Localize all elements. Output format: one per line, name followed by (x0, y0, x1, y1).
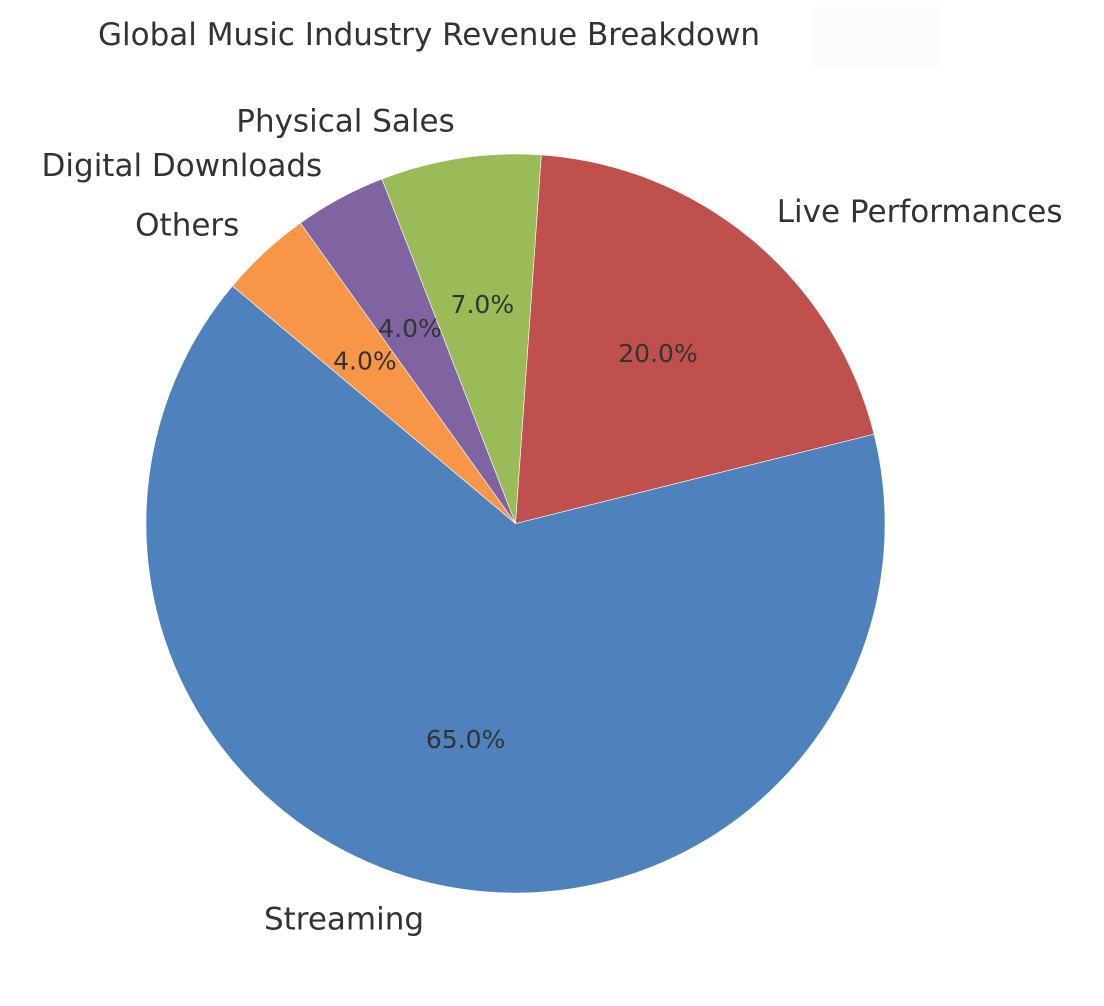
percent-label: 7.0% (451, 290, 515, 319)
chart-title: Global Music Industry Revenue Breakdown (98, 17, 760, 53)
category-label: Others (135, 207, 239, 243)
percent-label: 65.0% (426, 725, 505, 754)
category-label: Live Performances (777, 194, 1063, 230)
category-labels: Streaming Live Performances Physical Sales… (42, 104, 1063, 938)
percent-labels: 65.0% 20.0% 7.0% 4.0% 4.0% (333, 290, 698, 754)
pie-slice-others (232, 222, 516, 524)
pie-slices (145, 153, 886, 894)
legend-box (814, 6, 941, 68)
percent-label: 4.0% (378, 314, 442, 343)
category-label: Digital Downloads (42, 148, 323, 184)
pie-slice-live-performances (515, 154, 875, 524)
percent-label: 20.0% (618, 339, 697, 368)
category-label: Physical Sales (236, 104, 454, 140)
pie-slice-streaming (145, 285, 886, 894)
category-label: Streaming (264, 902, 424, 938)
percent-label: 4.0% (333, 346, 397, 375)
pie-slice-physical-sales (381, 153, 542, 524)
